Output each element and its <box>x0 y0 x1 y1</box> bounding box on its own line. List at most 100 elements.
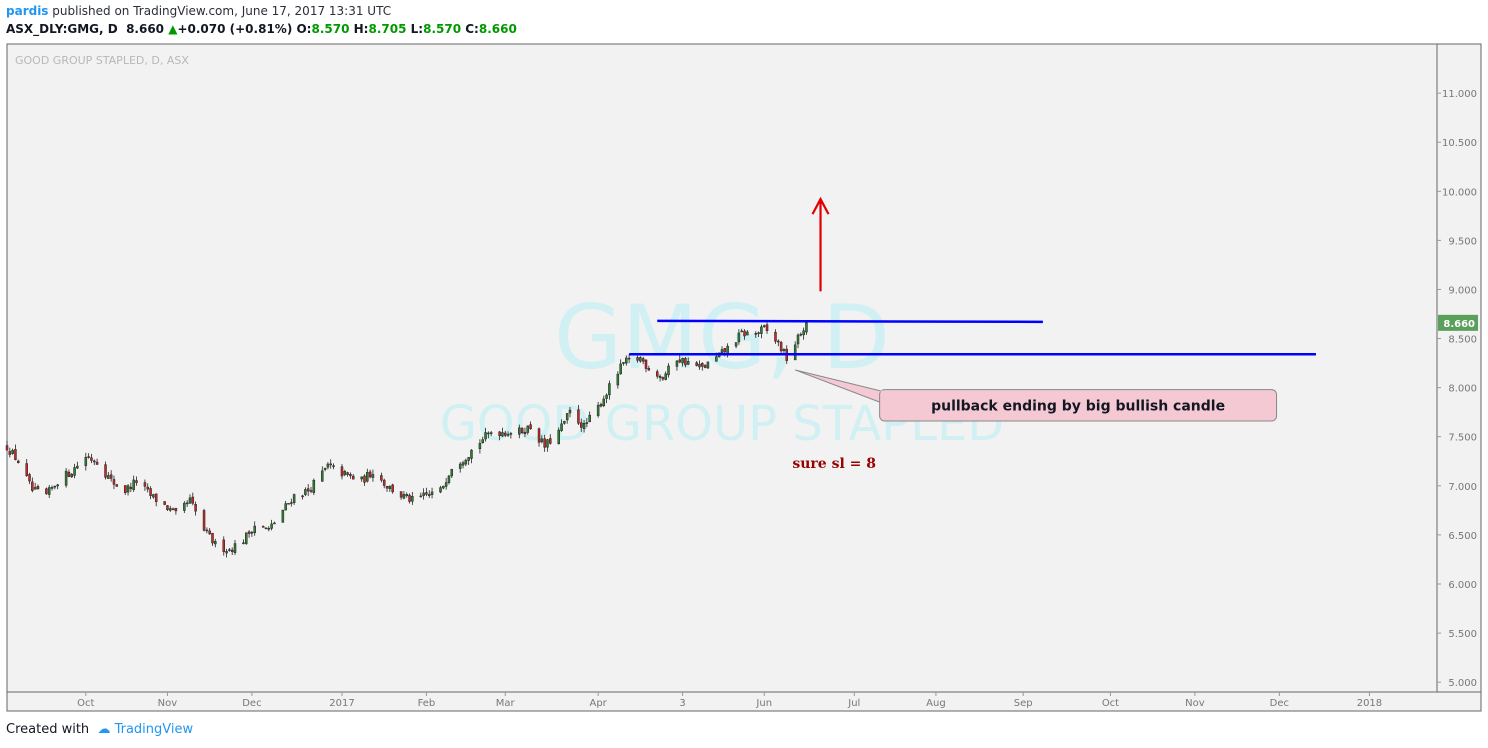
candle-body <box>242 542 245 545</box>
candle <box>17 459 20 464</box>
candle-body <box>346 472 349 475</box>
candle <box>76 461 79 469</box>
candle <box>304 487 307 497</box>
tradingview-link[interactable]: TradingView <box>114 722 194 737</box>
candle-body <box>599 404 603 407</box>
watermark: GMG, D GOOD GROUP STAPLED <box>440 286 1005 452</box>
candle-body <box>540 438 544 443</box>
candle <box>194 501 197 516</box>
candle <box>287 503 290 505</box>
candle <box>565 413 569 424</box>
candle <box>214 538 217 548</box>
candle <box>174 507 178 515</box>
candle-body <box>211 532 214 544</box>
y-tick-label: 7.000 <box>1448 482 1477 493</box>
candle-body <box>740 330 743 333</box>
candle-body <box>171 508 175 511</box>
candle <box>644 359 648 373</box>
candle <box>368 469 372 479</box>
candle-body <box>779 342 783 352</box>
candle-body <box>332 465 335 467</box>
candle <box>166 504 169 511</box>
candle-body <box>582 423 586 429</box>
candle <box>5 440 9 451</box>
plot-area[interactable] <box>6 43 1438 693</box>
candle <box>292 493 296 505</box>
candle-body <box>368 471 372 478</box>
candle-body <box>273 522 276 525</box>
candle <box>523 427 527 438</box>
candle-body <box>360 476 363 480</box>
candle-body <box>408 494 411 502</box>
candle <box>163 501 166 506</box>
candle-body <box>84 456 88 466</box>
candle <box>323 467 327 472</box>
candle <box>805 321 808 335</box>
candle-body <box>444 482 448 487</box>
time-axis[interactable] <box>6 691 1482 712</box>
candle-body <box>757 332 760 334</box>
candle <box>123 485 127 495</box>
target-arrow[interactable] <box>811 196 830 292</box>
candle <box>703 364 707 369</box>
candle <box>36 484 40 490</box>
author-name[interactable]: pardis <box>6 4 49 18</box>
candle-body <box>129 486 133 490</box>
close-label: C: <box>465 22 479 36</box>
candle-body <box>109 474 113 479</box>
candle <box>149 486 152 500</box>
candle-body <box>737 332 741 343</box>
candle-body <box>270 523 273 529</box>
candle-body <box>695 362 698 366</box>
candle-body <box>292 494 296 504</box>
candle <box>129 482 133 493</box>
candle <box>506 431 510 438</box>
candle-body <box>701 363 704 367</box>
candle-body <box>67 471 71 477</box>
candle <box>720 346 724 354</box>
candle <box>107 472 110 479</box>
candle <box>273 521 276 525</box>
candle <box>28 472 31 485</box>
candle-body <box>76 465 79 469</box>
candle-body <box>684 358 687 366</box>
candle <box>774 329 777 344</box>
candle <box>656 369 659 379</box>
candle-body <box>616 373 620 386</box>
x-tick-label: Jun <box>755 698 772 709</box>
callout[interactable]: pullback ending by big bullish candle <box>795 369 1278 422</box>
candle <box>478 439 482 454</box>
candle <box>385 485 389 492</box>
candle-body <box>290 502 293 504</box>
candle-body <box>267 528 271 530</box>
candle <box>602 395 606 408</box>
candle <box>143 479 147 491</box>
candle-body <box>228 549 231 551</box>
candle-body <box>636 357 639 361</box>
candle-body <box>351 475 355 480</box>
symbol-ohlc-bar: ASX_DLY:GMG, D 8.660 ▲+0.070 (+0.81%) O:… <box>6 22 517 36</box>
resistance-line[interactable] <box>657 319 1043 324</box>
annotations: pullback ending by big bullish candle sur… <box>792 196 1278 472</box>
candle-body <box>706 361 710 369</box>
y-tick-label: 6.000 <box>1448 580 1477 591</box>
candle <box>641 356 645 365</box>
x-tick-label: Nov <box>158 698 178 709</box>
candle-body <box>14 449 17 460</box>
symbol-label: ASX_DLY:GMG, D <box>6 22 118 36</box>
candle <box>588 411 591 423</box>
candle <box>211 532 214 546</box>
candle <box>64 468 68 488</box>
candle <box>391 483 394 494</box>
candle <box>104 461 107 480</box>
candle-body <box>774 331 777 342</box>
candle-body <box>588 414 591 422</box>
candle <box>568 406 572 418</box>
candle-body <box>349 473 352 477</box>
candle-body <box>425 492 428 495</box>
candle-body <box>230 549 234 552</box>
candle-body <box>503 432 507 436</box>
candle <box>230 547 234 556</box>
candle <box>802 327 805 340</box>
